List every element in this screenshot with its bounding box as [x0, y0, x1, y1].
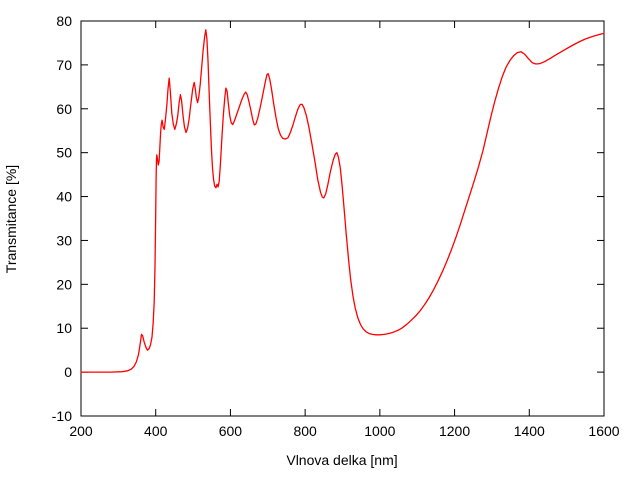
x-tick-label: 400: [144, 423, 168, 439]
y-tick-label: 60: [56, 101, 72, 117]
plot-frame: [80, 20, 605, 417]
transmittance-curve: [80, 29, 605, 373]
x-tick-label: 1400: [514, 423, 545, 439]
y-tick-label: 50: [56, 145, 72, 161]
x-tick-label: 600: [219, 423, 243, 439]
x-tick-label: 800: [293, 423, 317, 439]
x-tick-label: 1600: [588, 423, 619, 439]
x-axis-title: Vlnova delka [nm]: [286, 452, 398, 468]
y-tick-label: 30: [56, 232, 72, 248]
y-axis-title: Transmitance [%]: [3, 164, 19, 274]
y-tick-label: 20: [56, 276, 72, 292]
x-tick-label: 200: [69, 423, 93, 439]
y-tick-label: 0: [64, 364, 72, 380]
y-tick-label: 40: [56, 189, 72, 205]
y-tick-label: 70: [56, 57, 72, 73]
y-tick-label: -10: [52, 408, 72, 424]
y-tick-label: 10: [56, 320, 72, 336]
y-tick-label: 80: [56, 13, 72, 29]
x-tick-label: 1000: [364, 423, 395, 439]
x-tick-label: 1200: [439, 423, 470, 439]
